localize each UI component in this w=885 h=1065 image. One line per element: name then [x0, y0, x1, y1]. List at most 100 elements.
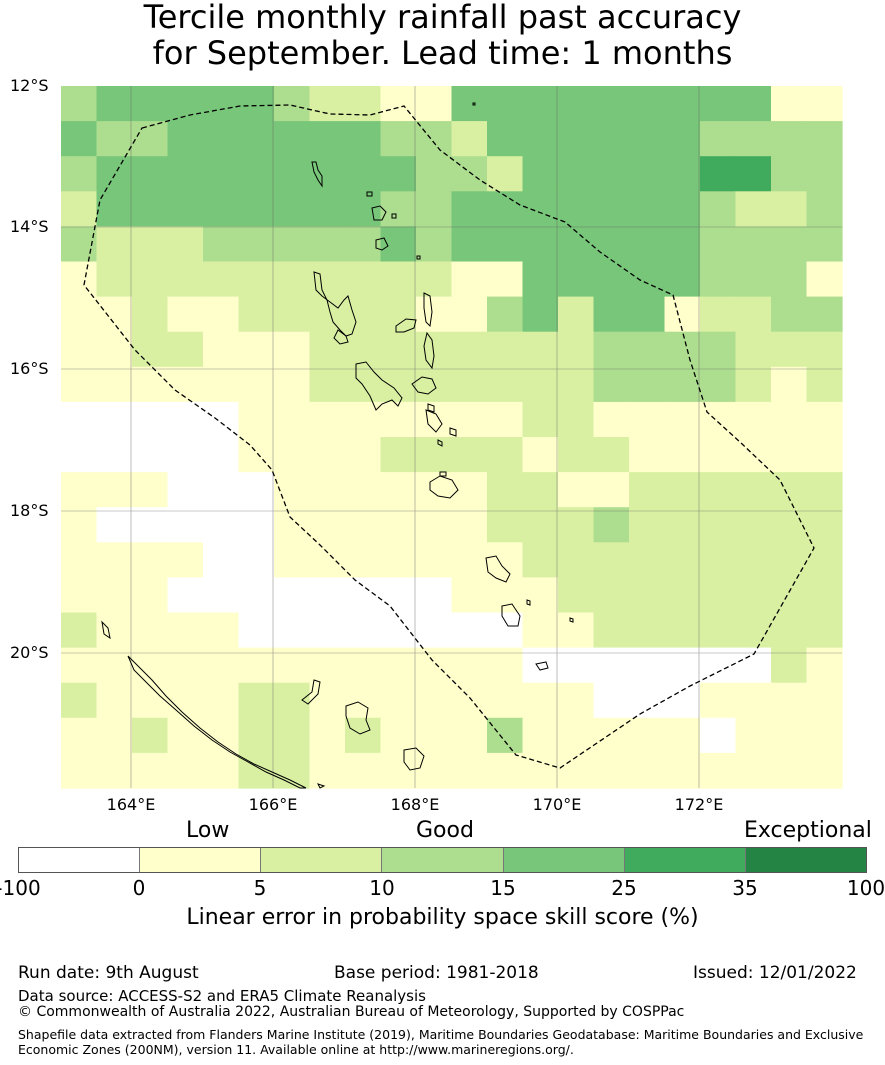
- grid-cell: [167, 296, 204, 333]
- grid-cell: [132, 401, 169, 438]
- grid-cell: [416, 437, 453, 473]
- grid-cell: [132, 191, 169, 227]
- colorbar-segment-0: [19, 848, 141, 872]
- coastline-mota-lava: [391, 213, 397, 219]
- grid-cell: [629, 86, 666, 122]
- grid-cell: [238, 647, 275, 684]
- grid-cell: [203, 156, 240, 192]
- grid-cell: [96, 296, 133, 333]
- grid-cell: [380, 577, 417, 614]
- grid-cell: [203, 752, 240, 789]
- coastline-tanna: [501, 603, 521, 627]
- grid-cell: [96, 577, 133, 614]
- grid-cell: [380, 717, 417, 754]
- grid-cell: [96, 121, 133, 157]
- grid-cell: [96, 261, 133, 298]
- grid-cell: [96, 647, 133, 684]
- grid-cell: [309, 121, 346, 157]
- grid-cell: [274, 121, 311, 157]
- grid-cell: [274, 331, 311, 368]
- grid-cell: [593, 507, 630, 543]
- grid-cell: [309, 401, 346, 438]
- grid-cell: [345, 331, 382, 368]
- grid-cell: [96, 717, 133, 754]
- grid-cell: [558, 577, 595, 614]
- grid-cell: [487, 682, 524, 719]
- grid-cell: [522, 121, 559, 157]
- grid-cell: [238, 612, 275, 649]
- grid-cell: [487, 261, 524, 298]
- grid-cell: [238, 401, 275, 438]
- grid-cell: [771, 507, 808, 543]
- grid-cell: [593, 542, 630, 578]
- grid-cell: [558, 717, 595, 754]
- grid-cell: [380, 191, 417, 227]
- coastline-epi: [425, 409, 443, 433]
- grid-cell: [345, 401, 382, 438]
- grid-cell: [167, 682, 204, 719]
- grid-cell: [487, 296, 524, 333]
- grid-cell: [380, 86, 417, 122]
- grid-cell: [345, 507, 382, 543]
- grid-cell: [274, 191, 311, 227]
- grid-cell: [132, 296, 169, 333]
- colorbar: [18, 847, 867, 873]
- grid-cell: [664, 717, 701, 754]
- grid-cell: [664, 296, 701, 333]
- grid-cell: [700, 121, 737, 157]
- grid-cell: [558, 401, 595, 438]
- grid-cell: [203, 577, 240, 614]
- colorbar-segment-3: [382, 848, 504, 872]
- grid-cell: [203, 86, 240, 122]
- grid-cell: [132, 752, 169, 789]
- grid-cell: [558, 261, 595, 298]
- grid-cell: [522, 752, 559, 789]
- grid-cell: [274, 612, 311, 649]
- grid-cell: [167, 226, 204, 263]
- grid-cell: [771, 331, 808, 368]
- grid-cell: [700, 612, 737, 649]
- grid-cell: [61, 366, 98, 403]
- grid-cell: [593, 577, 630, 614]
- grid-cell: [664, 86, 701, 122]
- grid-cell: [380, 682, 417, 719]
- grid-cell: [487, 366, 524, 403]
- grid-cell: [522, 156, 559, 192]
- grid-cell: [558, 437, 595, 473]
- grid-cell: [345, 86, 382, 122]
- grid-cell: [664, 261, 701, 298]
- grid-cell: [309, 366, 346, 403]
- grid-cell: [806, 331, 843, 368]
- grid-cell: [309, 86, 346, 122]
- coastline-ouvea: [301, 679, 321, 705]
- coastline-ambae: [395, 318, 417, 333]
- grid-cell: [167, 577, 204, 614]
- grid-cell: [167, 752, 204, 789]
- data-source: Data source: ACCESS-S2 and ERA5 Climate …: [18, 987, 426, 1005]
- grid-cell: [274, 226, 311, 263]
- grid-cell: [771, 156, 808, 192]
- grid-cell: [451, 577, 488, 614]
- grid-cell: [132, 261, 169, 298]
- grid-cell: [629, 472, 666, 508]
- grid-cell: [593, 331, 630, 368]
- grid-cell: [593, 472, 630, 508]
- coastline-grande-terre: [127, 655, 307, 789]
- grid-cell: [593, 752, 630, 789]
- grid-cell: [345, 121, 382, 157]
- grid-cell: [806, 612, 843, 649]
- grid-cell: [735, 156, 772, 192]
- grid-cell: [61, 86, 98, 122]
- grid-cell: [522, 542, 559, 578]
- grid-cell: [309, 226, 346, 263]
- grid-cell: [274, 507, 311, 543]
- grid-cell: [593, 226, 630, 263]
- grid-cell: [629, 647, 666, 684]
- grid-cell: [345, 156, 382, 192]
- grid-cell: [345, 191, 382, 227]
- grid-cell: [629, 191, 666, 227]
- colorbar-tick-5: 5: [253, 876, 267, 900]
- grid-cell: [96, 331, 133, 368]
- grid-cell: [167, 437, 204, 473]
- coastline-espiritu-santo: [313, 271, 357, 337]
